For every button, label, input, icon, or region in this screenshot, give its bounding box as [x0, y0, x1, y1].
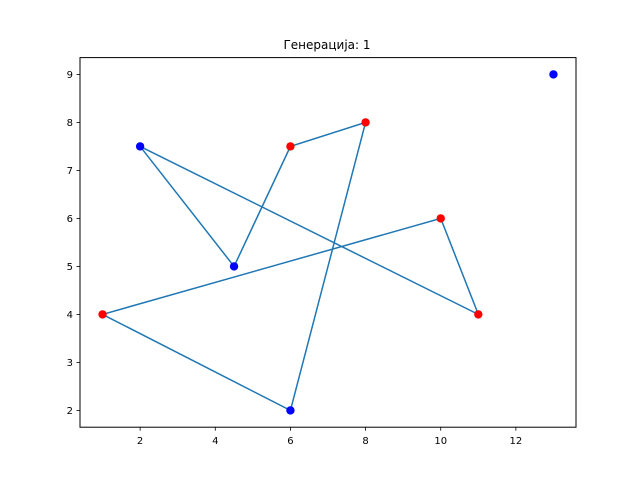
data-point [361, 118, 370, 127]
y-tick-label: 9 [67, 70, 73, 81]
data-point [135, 142, 145, 151]
data-point [229, 262, 239, 271]
x-tick-label: 2 [137, 436, 143, 447]
data-point [436, 214, 445, 223]
x-tick-label: 12 [510, 436, 523, 447]
data-point [98, 310, 107, 319]
data-points [98, 70, 558, 415]
y-tick-label: 2 [67, 406, 73, 417]
x-tick-label: 6 [287, 436, 293, 447]
y-tick-label: 8 [67, 118, 73, 129]
data-point [474, 310, 483, 319]
y-tick-label: 5 [67, 262, 73, 273]
plot-frame [79, 57, 577, 428]
data-point [286, 142, 295, 151]
x-tick-label: 4 [212, 436, 218, 447]
x-tick-label: 10 [434, 436, 447, 447]
y-tick-label: 7 [67, 166, 73, 177]
data-point [549, 70, 558, 79]
axis-ticks: 2 4 6 8 10 12 2 3 4 5 6 7 8 9 [67, 70, 523, 447]
x-tick-label: 8 [362, 436, 368, 447]
y-tick-label: 3 [67, 358, 73, 369]
chart-title: Генерација: 1 [283, 38, 370, 52]
y-tick-label: 4 [67, 310, 73, 321]
data-point [286, 406, 295, 415]
route-line [100, 121, 480, 412]
y-tick-label: 6 [67, 214, 73, 225]
route-polyline [100, 121, 480, 412]
